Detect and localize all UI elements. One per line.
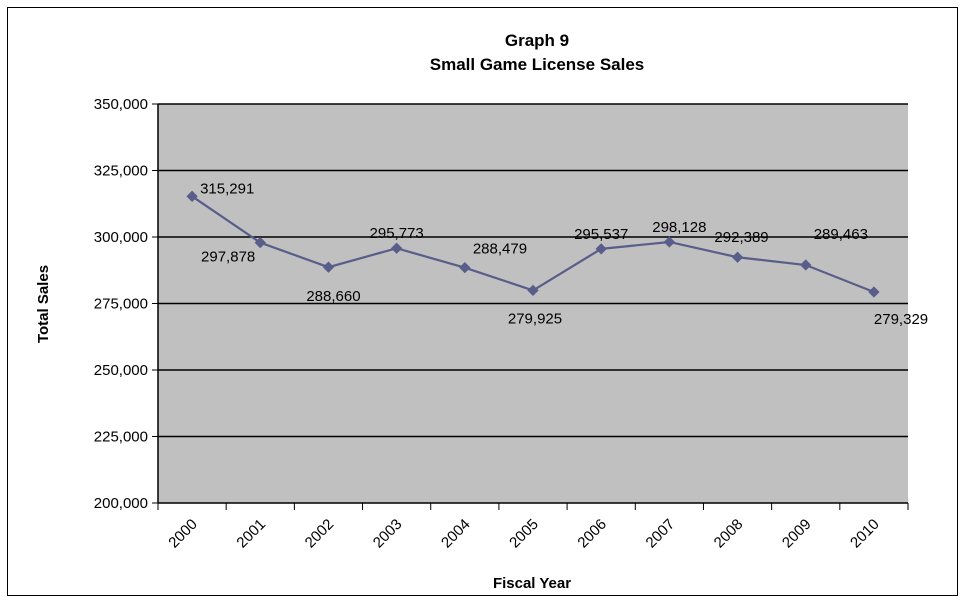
data-point-marker xyxy=(800,259,812,271)
x-tick-label: 2010 xyxy=(847,516,883,552)
data-point-marker xyxy=(390,242,403,254)
data-label: 295,537 xyxy=(574,226,628,243)
x-tick-label: 2001 xyxy=(233,516,269,552)
data-point-marker xyxy=(595,243,607,255)
y-tick-label: 325,000 xyxy=(94,163,148,180)
data-label: 288,479 xyxy=(473,241,527,258)
data-label: 279,925 xyxy=(508,310,562,327)
x-tick-label: 2003 xyxy=(370,516,406,552)
x-tick-label: 2006 xyxy=(574,516,610,552)
x-tick-label: 2000 xyxy=(165,516,201,552)
y-tick-label: 250,000 xyxy=(94,362,148,379)
data-label: 292,389 xyxy=(714,229,768,246)
x-tick-label: 2007 xyxy=(643,516,679,552)
data-label: 288,660 xyxy=(306,288,360,305)
data-label: 298,128 xyxy=(652,219,706,236)
y-tick-label: 225,000 xyxy=(94,429,148,446)
x-tick-label: 2008 xyxy=(711,516,747,552)
y-axis-title: Total Sales xyxy=(35,265,52,343)
x-tick-label: 2004 xyxy=(438,516,474,552)
data-label: 295,773 xyxy=(370,225,424,242)
grid-lines xyxy=(158,103,908,438)
x-tick-label: 2005 xyxy=(506,516,542,552)
x-tick-label: 2002 xyxy=(302,516,338,552)
chart-subtitle: Small Game License Sales xyxy=(430,55,645,74)
data-point-marker xyxy=(186,190,198,202)
data-point-marker xyxy=(731,251,744,263)
data-label: 297,878 xyxy=(201,249,255,266)
y-tick-label: 350,000 xyxy=(94,96,148,113)
x-axis-ticks: 2000 2001 2002 2003 2004 2005 2006 2007 2008 2009… xyxy=(157,503,909,552)
series-marker-layer xyxy=(186,190,880,298)
chart-title: Graph 9 xyxy=(505,31,569,50)
y-tick-label: 275,000 xyxy=(94,296,148,313)
x-axis-title: Fiscal Year xyxy=(493,575,571,592)
y-tick-label: 200,000 xyxy=(94,495,148,512)
data-point-marker xyxy=(527,284,539,297)
y-axis-ticks: 200,000 225,000 250,000 275,000 300,000 325,0… xyxy=(94,96,158,512)
x-tick-label: 2009 xyxy=(779,516,815,552)
data-point-marker xyxy=(663,236,676,248)
data-point-marker xyxy=(254,236,266,249)
data-label: 279,329 xyxy=(874,311,928,328)
data-point-marker xyxy=(322,261,335,273)
data-label-layer: 315,291 297,878 288,660 295,773 288,479 279,9… xyxy=(200,180,928,328)
data-point-marker xyxy=(868,286,880,298)
y-tick-label: 300,000 xyxy=(94,229,148,246)
data-label: 315,291 xyxy=(200,180,254,197)
data-point-marker xyxy=(459,261,471,274)
data-label: 289,463 xyxy=(814,226,868,243)
